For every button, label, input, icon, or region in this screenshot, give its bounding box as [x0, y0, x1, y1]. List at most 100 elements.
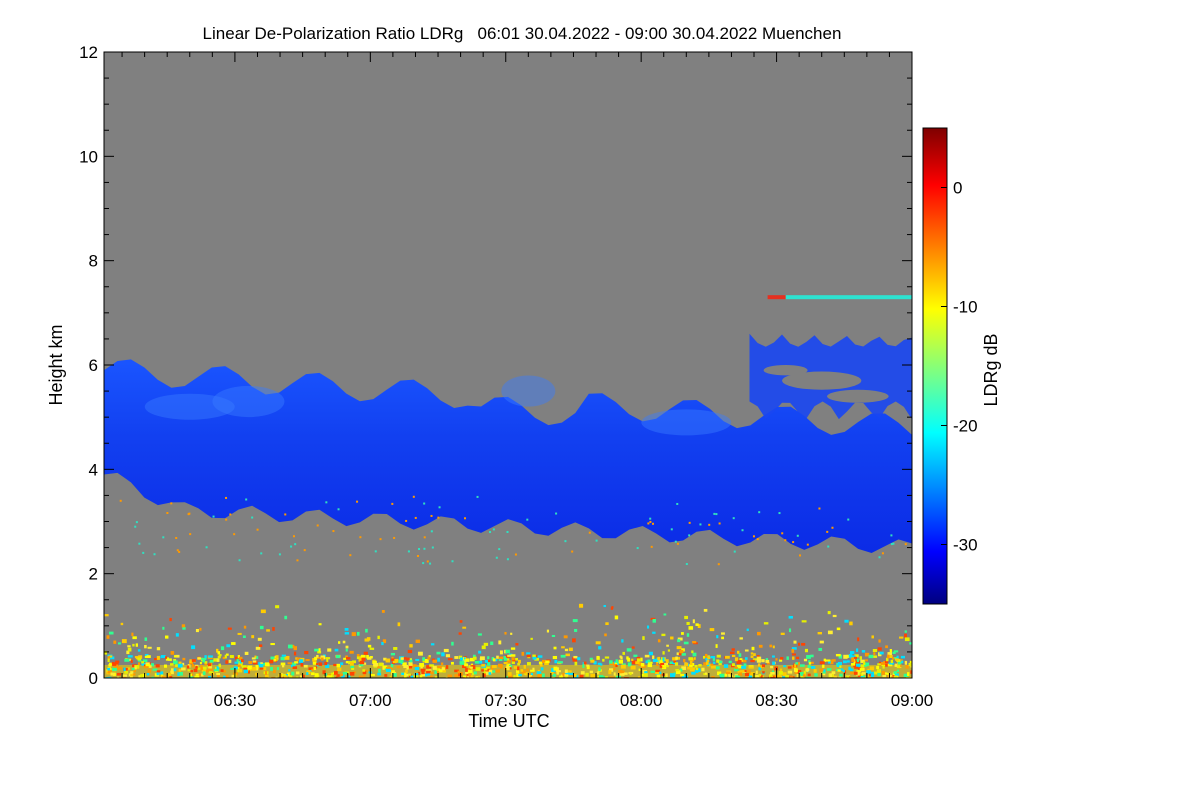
- aerosol-point: [877, 672, 881, 677]
- aerosol-point: [170, 651, 175, 655]
- aerosol-point: [367, 644, 372, 648]
- aerosol-point: [689, 661, 693, 666]
- aerosol-point: [657, 639, 661, 643]
- aerosol-point: [132, 668, 137, 673]
- cloud-base-speck: [438, 506, 441, 509]
- aerosol-point: [131, 667, 135, 671]
- aerosol-point: [681, 673, 687, 678]
- aerosol-point: [615, 659, 618, 663]
- aerosol-point: [620, 670, 625, 674]
- aerosol-point: [195, 665, 198, 669]
- aerosol-point: [225, 660, 229, 664]
- aerosol-point: [562, 672, 565, 677]
- aerosol-point: [223, 675, 226, 678]
- aerosol-point: [779, 668, 783, 672]
- aerosol-point: [655, 672, 660, 675]
- aerosol-point: [236, 658, 239, 662]
- aerosol-point: [637, 658, 642, 662]
- aerosol-point: [187, 669, 191, 672]
- aerosol-point: [208, 666, 212, 669]
- aerosol-point: [507, 654, 512, 657]
- aerosol-point: [618, 659, 624, 664]
- aerosol-point: [146, 673, 150, 676]
- cloud-base-speck: [119, 499, 122, 502]
- aerosol-point: [751, 646, 755, 651]
- cloud-streak: [212, 385, 285, 418]
- aerosol-point: [411, 664, 417, 667]
- aerosol-point: [247, 665, 253, 670]
- aerosol-point: [414, 666, 420, 671]
- aerosol-point: [791, 653, 797, 656]
- aerosol-point: [311, 668, 314, 672]
- aerosol-point: [320, 657, 324, 661]
- aerosol-point: [631, 658, 634, 661]
- aerosol-point: [578, 603, 584, 608]
- aerosol-point: [893, 650, 899, 653]
- aerosol-point: [667, 649, 671, 652]
- aerosol-point: [152, 668, 158, 671]
- aerosol-point: [715, 666, 720, 670]
- aerosol-point: [710, 656, 716, 659]
- aerosol-point: [189, 673, 192, 677]
- aerosol-point: [405, 673, 409, 677]
- aerosol-point: [896, 655, 899, 659]
- aerosol-point: [144, 637, 148, 641]
- aerosol-point: [175, 633, 179, 637]
- aerosol-point: [777, 674, 781, 678]
- aerosol-point: [688, 626, 694, 630]
- aerosol-point: [829, 673, 833, 678]
- aerosol-point: [436, 651, 441, 655]
- aerosol-point: [358, 656, 363, 660]
- aerosol-point: [284, 615, 288, 620]
- cloud-base-speck: [670, 528, 673, 531]
- aerosol-point: [434, 670, 439, 675]
- aerosol-point: [115, 660, 120, 663]
- aerosol-point: [609, 668, 614, 672]
- aerosol-point: [610, 607, 613, 610]
- aerosol-point: [908, 662, 912, 667]
- aerosol-point: [868, 674, 872, 678]
- aerosol-point: [222, 656, 226, 660]
- aerosol-point: [362, 670, 367, 675]
- aerosol-point: [252, 660, 257, 663]
- aerosol-point: [573, 655, 578, 659]
- aerosol-point: [202, 659, 206, 663]
- aerosol-point: [605, 676, 608, 678]
- aerosol-point: [130, 671, 134, 674]
- aerosol-point: [479, 657, 482, 661]
- aerosol-point: [373, 662, 378, 667]
- aerosol-point: [523, 664, 526, 669]
- aerosol-point: [481, 645, 486, 650]
- cloud-base-speck: [135, 521, 138, 524]
- aerosol-point: [795, 668, 798, 673]
- aerosol-point: [188, 675, 193, 678]
- aerosol-point: [143, 666, 149, 669]
- aerosol-point: [260, 609, 266, 614]
- aerosol-point: [181, 667, 186, 671]
- aerosol-point: [809, 661, 814, 664]
- aerosol-point: [619, 672, 625, 676]
- aerosol-point: [338, 641, 341, 644]
- chart-title: Linear De-Polarization Ratio LDRg 06:01 …: [203, 24, 842, 43]
- cloud-base-speck: [741, 529, 744, 532]
- aerosol-point: [521, 651, 525, 656]
- aerosol-point: [267, 676, 272, 678]
- aerosol-point: [289, 675, 293, 678]
- aerosol-point: [579, 674, 584, 678]
- aerosol-point: [805, 668, 810, 671]
- aerosol-point: [226, 644, 231, 648]
- aerosol-point: [318, 648, 321, 653]
- aerosol-point: [681, 666, 686, 670]
- aerosol-point: [755, 670, 758, 674]
- aerosol-point: [769, 644, 773, 648]
- aerosol-point: [326, 658, 329, 663]
- aerosol-point: [113, 640, 117, 644]
- aerosol-point: [194, 675, 200, 678]
- aerosol-point: [894, 673, 899, 676]
- aerosol-point: [629, 672, 632, 676]
- aerosol-point: [488, 672, 492, 675]
- aerosol-point: [483, 671, 489, 675]
- aerosol-point: [299, 675, 303, 678]
- aerosol-point: [403, 672, 407, 675]
- aerosol-point: [905, 664, 909, 669]
